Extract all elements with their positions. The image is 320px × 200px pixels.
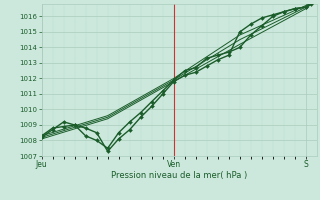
X-axis label: Pression niveau de la mer( hPa ): Pression niveau de la mer( hPa ): [111, 171, 247, 180]
